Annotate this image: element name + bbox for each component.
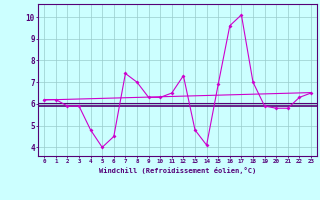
X-axis label: Windchill (Refroidissement éolien,°C): Windchill (Refroidissement éolien,°C) bbox=[99, 167, 256, 174]
